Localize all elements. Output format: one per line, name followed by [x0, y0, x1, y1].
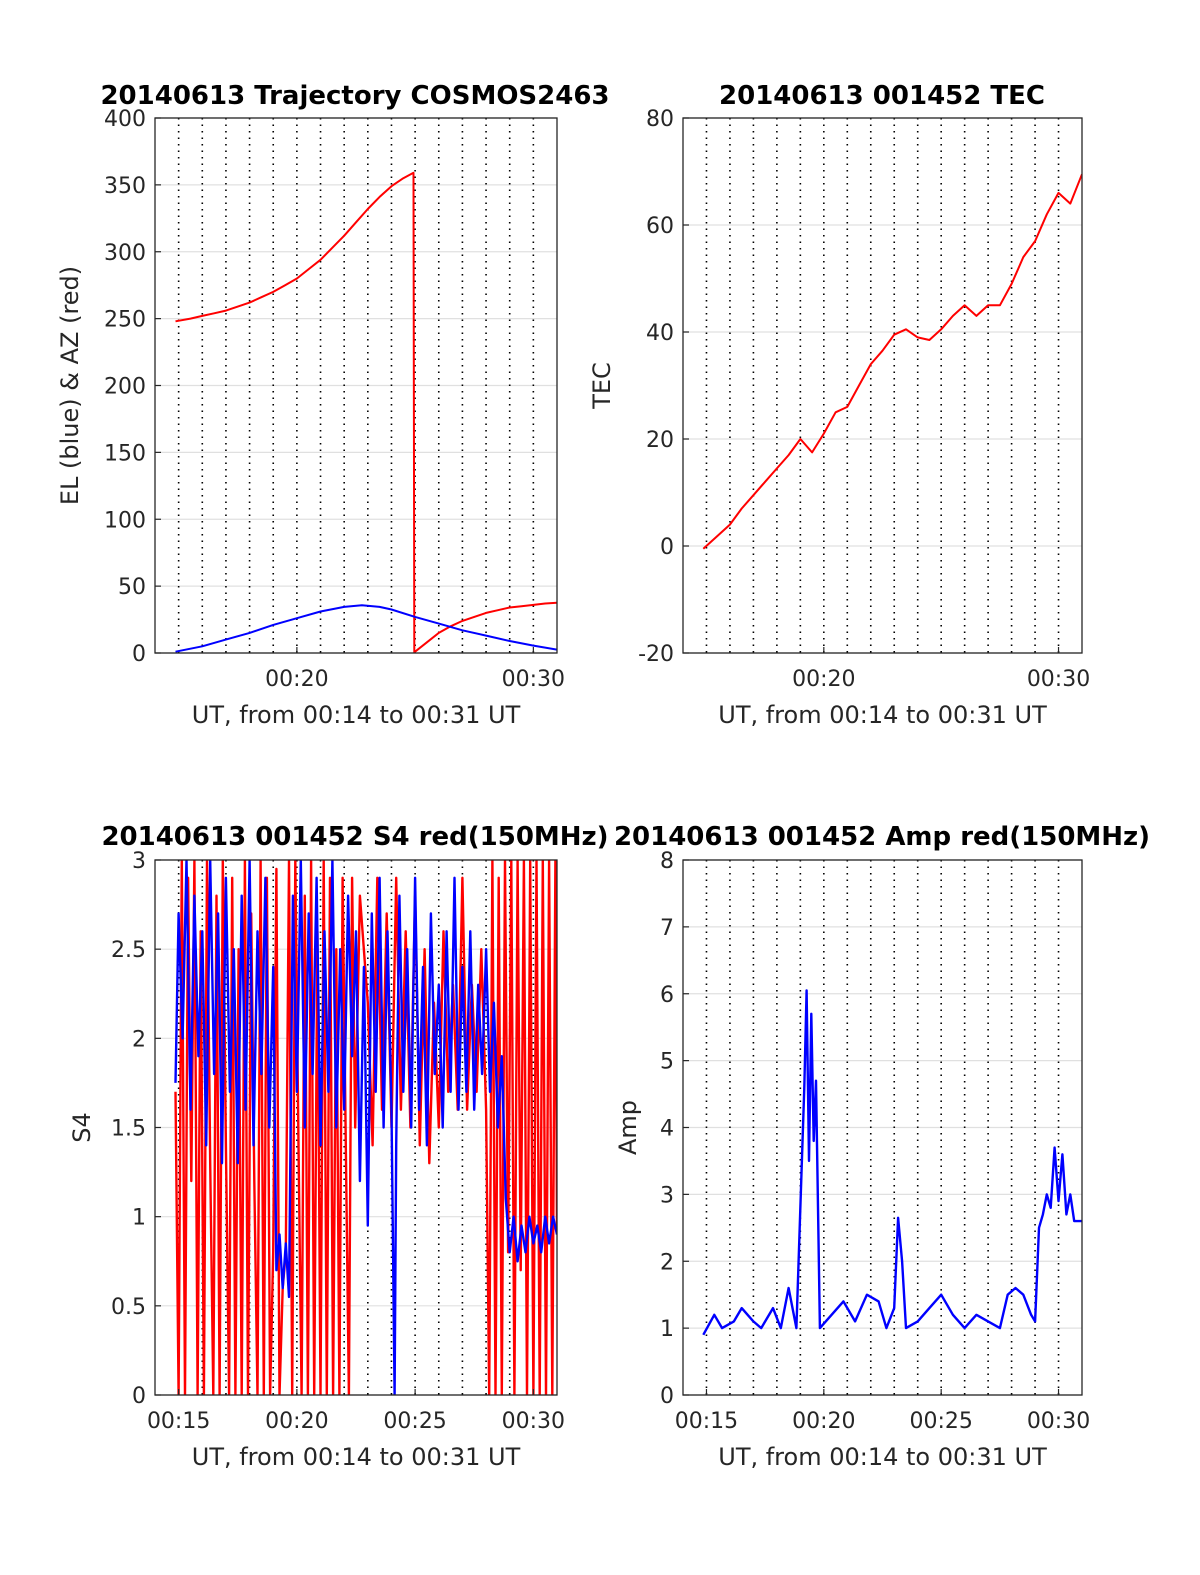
y-tick-label: 200: [104, 375, 146, 400]
y-tick-label: 0: [132, 1384, 146, 1409]
y-tick-label: 8: [660, 849, 674, 874]
chart-tec: -20 0 20 40 60 80 00:20 00:30 20140613 001452 TE…: [588, 81, 1090, 729]
y-tick-label: -20: [638, 642, 674, 667]
chart-amp: 0 1 2 3 4 5 6 7 8 00:15 00:20 00:25 00:30 20140613 00…: [614, 822, 1150, 1471]
y-axis-label: TEC: [588, 362, 616, 410]
y-tick-label: 60: [646, 214, 674, 239]
x-tick-label: 00:20: [265, 1409, 328, 1434]
x-axis-label: UT, from 00:14 to 00:31 UT: [718, 701, 1047, 729]
y-tick-label: 2: [132, 1027, 146, 1052]
y-tick-label: 0.5: [111, 1295, 146, 1320]
x-tick-label: 00:20: [265, 667, 328, 692]
x-tick-label: 00:30: [502, 1409, 565, 1434]
series-line-2: [175, 604, 557, 653]
x-tick-label: 00:15: [147, 1409, 210, 1434]
x-tick-label: 00:20: [792, 667, 855, 692]
y-tick-label: 300: [104, 241, 146, 266]
y-tick-label: 50: [118, 575, 146, 600]
x-tick-label: 00:30: [1027, 1409, 1090, 1434]
y-tick-label: 6: [660, 983, 674, 1008]
y-tick-label: 0: [660, 1384, 674, 1409]
chart-title: 20140613 001452 S4 red(150MHz): [101, 822, 608, 852]
y-tick-label: 4: [660, 1117, 674, 1142]
y-tick-label: 7: [660, 916, 674, 941]
x-tick-label: 00:25: [909, 1409, 972, 1434]
x-tick-label: 00:25: [383, 1409, 446, 1434]
y-tick-label: 0: [660, 535, 674, 560]
series-line-1: [175, 171, 557, 653]
y-tick-label: 40: [646, 321, 674, 346]
x-tick-label: 00:15: [675, 1409, 738, 1434]
series-line-1: [174, 860, 557, 1395]
y-tick-label: 400: [104, 107, 146, 132]
y-tick-label: 3: [132, 849, 146, 874]
x-tick-label: 00:30: [502, 667, 565, 692]
x-axis-label: UT, from 00:14 to 00:31 UT: [718, 1443, 1047, 1471]
x-tick-label: 00:20: [792, 1409, 855, 1434]
y-tick-label: 1: [132, 1206, 146, 1231]
y-axis-label: Amp: [614, 1100, 642, 1155]
x-tick-label: 00:30: [1027, 667, 1090, 692]
y-tick-label: 150: [104, 441, 146, 466]
chart-title: 20140613 001452 Amp red(150MHz): [614, 822, 1150, 852]
y-axis-label: S4: [68, 1112, 96, 1143]
y-tick-label: 3: [660, 1183, 674, 1208]
y-tick-label: 100: [104, 508, 146, 533]
y-tick-label: 350: [104, 174, 146, 199]
y-tick-label: 80: [646, 107, 674, 132]
y-tick-label: 2: [660, 1250, 674, 1275]
series-line-1: [702, 173, 1082, 550]
y-tick-label: 250: [104, 308, 146, 333]
y-tick-label: 5: [660, 1050, 674, 1075]
y-tick-label: 1: [660, 1317, 674, 1342]
y-tick-label: 1.5: [111, 1117, 146, 1142]
axes-frame: [682, 117, 1083, 654]
x-axis-label: UT, from 00:14 to 00:31 UT: [192, 701, 521, 729]
y-axis-label: EL (blue) & AZ (red): [56, 266, 84, 505]
series-line-1: [702, 989, 1082, 1336]
y-tick-label: 20: [646, 428, 674, 453]
y-tick-label: 0: [132, 642, 146, 667]
y-tick-label: 2.5: [111, 938, 146, 963]
chart-title: 20140613 Trajectory COSMOS2463: [100, 81, 609, 111]
x-axis-label: UT, from 00:14 to 00:31 UT: [192, 1443, 521, 1471]
chart-title: 20140613 001452 TEC: [719, 81, 1045, 111]
chart-s4: 0 0.5 1 1.5 2 2.5 3 00:15 00:20 00:25 00:30 2014061…: [68, 822, 609, 1471]
chart-trajectory: 0 50 100 150 200 250 300 350 400 00:20 00:30 201406…: [56, 81, 610, 729]
series-line-2: [174, 860, 557, 1395]
